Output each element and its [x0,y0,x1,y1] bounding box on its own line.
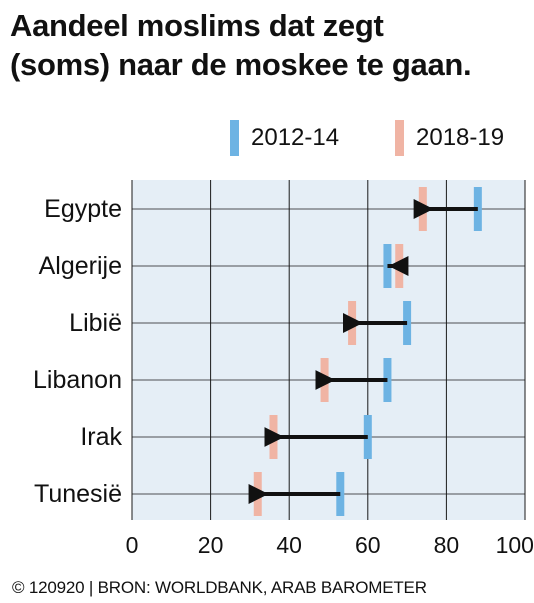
category-label: Tunesië [34,480,122,508]
x-tick-label: 20 [198,532,224,558]
legend-label-2018-19: 2018-19 [416,124,505,151]
marker-2018-19 [418,187,427,231]
category-label: Libanon [33,366,122,394]
marker-2018-19 [320,358,329,402]
source-footer: © 120920 | BRON: WORLDBANK, ARAB BAROMET… [12,578,427,597]
x-tick-label: 80 [434,532,460,558]
x-tick-label: 40 [276,532,302,558]
category-label: Irak [80,423,122,451]
x-tick-label: 60 [355,532,381,558]
marker-2018-19 [269,415,278,459]
legend: 2012-14 2018-19 [0,118,534,158]
category-label: Egypte [44,195,122,223]
legend-swatch-2018-19 [395,120,404,156]
legend-item-2018-19: 2018-19 [395,118,504,158]
x-tick-label: 100% [496,532,534,558]
plot-background [132,180,525,520]
category-label: Libië [69,309,122,337]
marker-2018-19 [348,301,357,345]
chart-title: Aandeel moslims dat zegt (soms) naar de … [10,8,472,82]
x-tick-label: 0 [126,532,139,558]
category-label: Algerije [39,252,122,280]
legend-label-2012-14: 2012-14 [251,124,340,151]
marker-2018-19 [395,244,404,288]
marker-2018-19 [253,472,262,516]
legend-swatch-2012-14 [230,120,239,156]
legend-item-2012-14: 2012-14 [230,118,339,158]
